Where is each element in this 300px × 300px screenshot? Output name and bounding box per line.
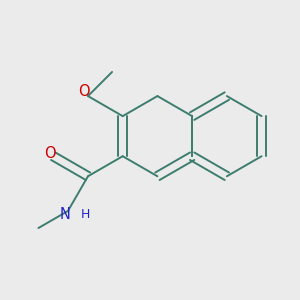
Text: O: O [78,84,89,99]
Text: O: O [44,146,56,160]
Text: H: H [80,208,90,220]
Text: N: N [59,207,70,222]
